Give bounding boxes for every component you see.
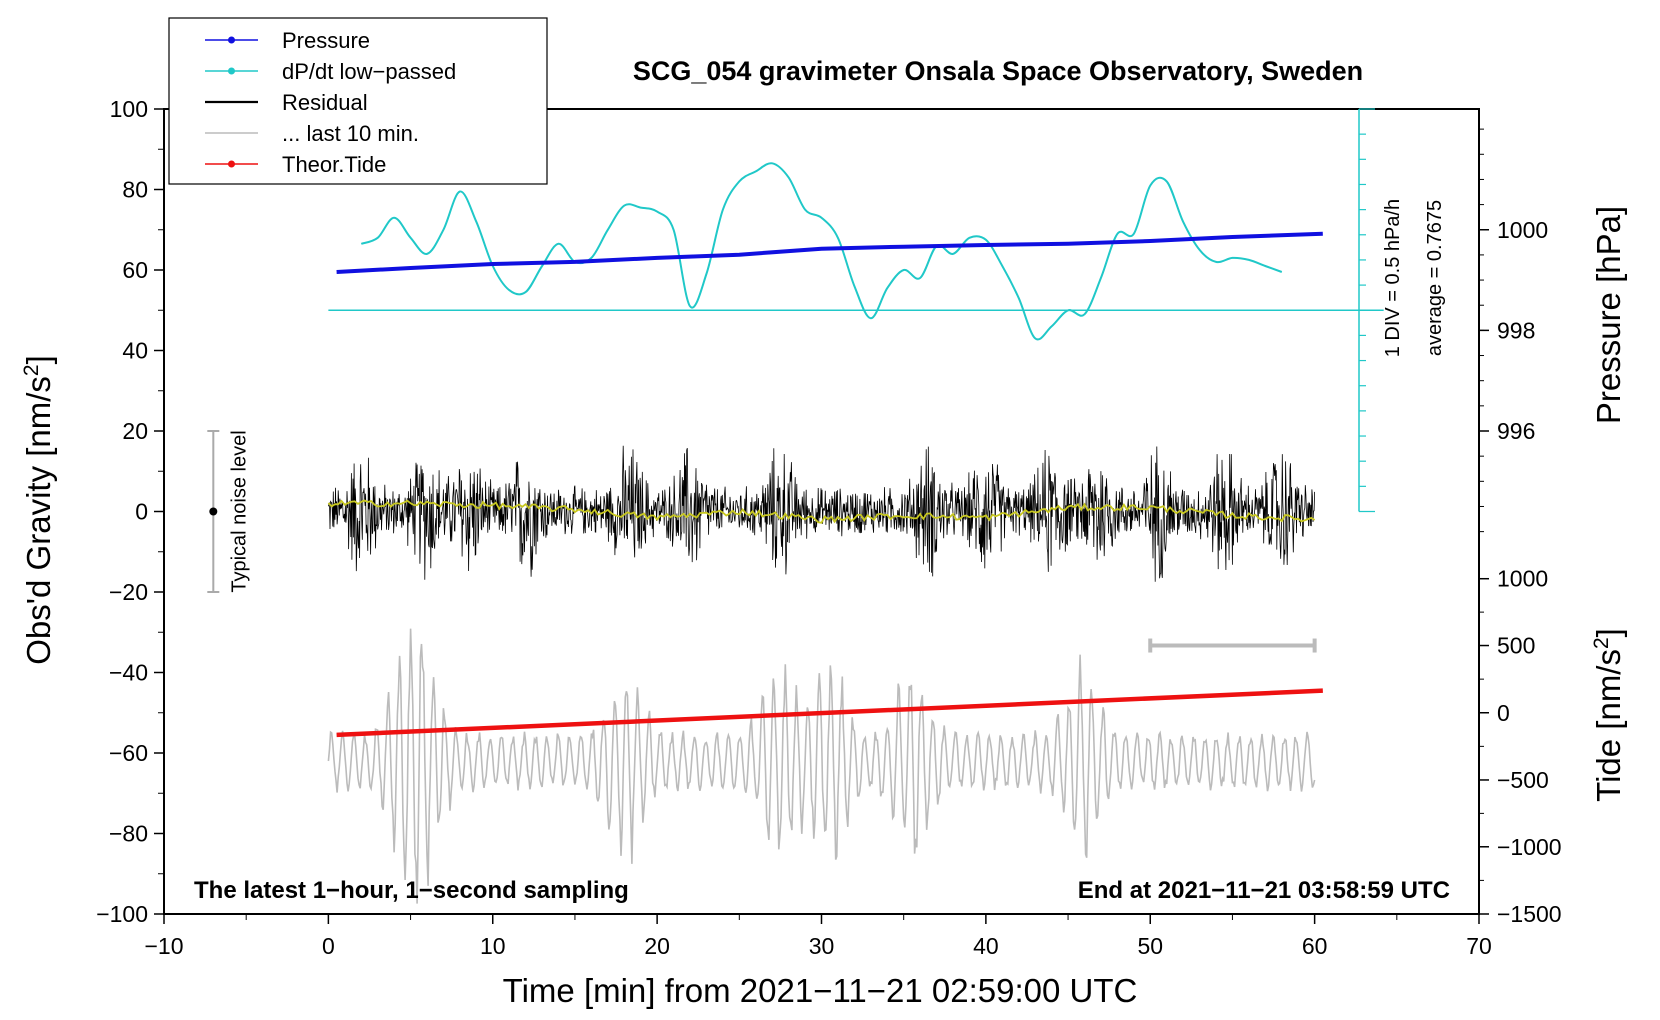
legend-swatch-marker [228,160,235,168]
x-tick-label: 60 [1302,933,1328,959]
y-axis-title-gravity: Obs'd Gravity [nm/s2] [20,355,57,665]
x-tick-label: 0 [322,933,335,959]
tide-tick-label: −1000 [1497,834,1562,860]
legend-label: Theor.Tide [282,152,386,177]
y-axis-title-gravity-close: ] [20,355,57,364]
y-axis-title-tide-close: ] [1590,628,1627,637]
legend-label: dP/dt low−passed [282,59,456,84]
y-tick-label: 60 [122,257,148,283]
legend-label: Pressure [282,28,370,53]
legend-label: Residual [282,90,368,115]
x-tick-label: 30 [809,933,835,959]
legend: Pressure dP/dt low−passed Residual ... last… [168,17,548,185]
y-tick-label: 100 [110,96,148,122]
last10-line [327,628,1316,904]
y-tick-label: −100 [96,901,148,927]
dpdt-scale-label: 1 DIV = 0.5 hPa/h [1382,199,1404,357]
y-tick-label: 0 [135,499,148,525]
tide-line [336,688,1323,738]
y-axis-title-gravity-sup: 2 [20,364,43,376]
y-tick-label: −80 [109,821,148,847]
tide-tick-label: 500 [1497,633,1535,659]
y-tick-label: −20 [109,579,148,605]
legend-label: ... last 10 min. [282,121,419,146]
y-tick-label: −60 [109,740,148,766]
y-axis-title-tide-sup: 2 [1590,637,1613,649]
x-tick-label: 10 [480,933,506,959]
x-tick-label: 50 [1137,933,1163,959]
noise-bar-center-dot [209,507,218,516]
y-tick-label: −40 [109,660,148,686]
legend-item: Residual [205,90,368,115]
pressure-tick-label: 998 [1497,317,1535,343]
axis-ticks-group: −10 0 10 20 30 40 50 60 70−100−80−60−40−20020406… [96,96,1561,959]
y-axis-title-gravity-text: Obs'd Gravity [nm/s [20,376,57,665]
residual-smoothed-line [327,499,1316,524]
x-tick-label: −10 [144,933,183,959]
annotation-sampling: The latest 1−hour, 1−second sampling [194,877,629,904]
last10-series [327,628,1316,904]
y-tick-label: 20 [122,418,148,444]
tide-tick-label: 1000 [1497,566,1548,592]
dpdt-average-label: average = 0.7675 [1424,200,1446,356]
noise-level-label: Typical noise level [228,430,250,592]
x-tick-label: 40 [973,933,999,959]
residual-line [328,445,1315,582]
legend-items: Pressure dP/dt low−passed Residual ... last… [205,28,456,177]
legend-swatch-marker [228,36,235,44]
y-axis-title-tide: Tide [nm/s2] [1590,628,1627,802]
tide-tick-label: −500 [1497,767,1549,793]
legend-item: Theor.Tide [205,152,386,177]
pressure-line [336,231,1323,274]
tide-tick-label: 0 [1497,700,1510,726]
legend-swatch-marker [228,67,235,75]
y-tick-label: 80 [122,177,148,203]
x-tick-label: 70 [1466,933,1492,959]
residual-series [328,445,1315,582]
dpdt-line [360,162,1283,341]
dpdt-scale-group: 1 DIV = 0.5 hPa/h average = 0.7675 [328,108,1446,513]
series-group [327,162,1323,904]
legend-item: Pressure [205,28,370,53]
noise-level-group: Typical noise level [207,430,250,593]
pressure-tick-label: 1000 [1497,217,1548,243]
y-axis-title-tide-text: Tide [nm/s [1590,649,1627,802]
x-axis-title: Time [min] from 2021−11−21 02:59:00 UTC [503,972,1138,1009]
legend-item: ... last 10 min. [205,121,419,146]
y-axis-title-pressure: Pressure [hPa] [1590,206,1627,424]
pressure-tick-label: 996 [1497,418,1535,444]
tide-tick-label: −1500 [1497,901,1562,927]
annotation-end-time: End at 2021−11−21 03:58:59 UTC [1078,877,1450,904]
x-tick-label: 20 [644,933,670,959]
legend-item: dP/dt low−passed [205,59,456,84]
chart-title: SCG_054 gravimeter Onsala Space Observat… [633,56,1363,86]
y-tick-label: 40 [122,338,148,364]
